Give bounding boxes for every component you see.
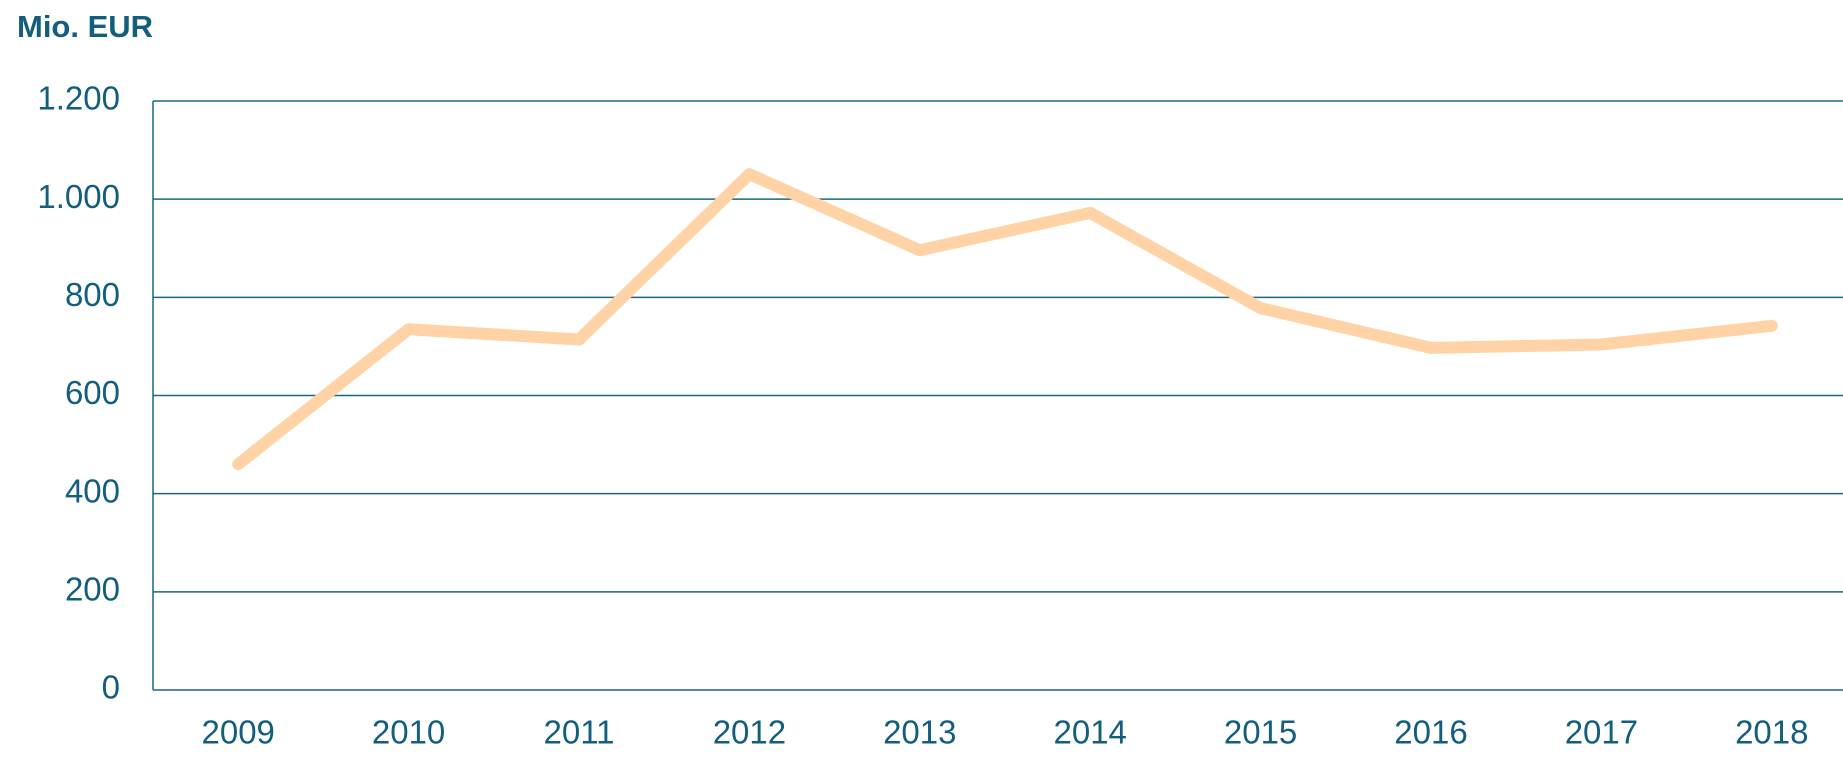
x-tick-label: 2014	[1053, 714, 1126, 751]
y-tick-label: 0	[102, 669, 120, 706]
line-series	[232, 168, 1778, 471]
y-tick-label: 1.200	[37, 80, 120, 117]
x-tick-label: 2011	[544, 714, 615, 751]
x-tick-label: 2017	[1565, 714, 1638, 751]
y-tick-label: 600	[65, 374, 120, 411]
x-tick-label: 2013	[883, 714, 956, 751]
y-tick-label: 1.000	[37, 178, 120, 215]
x-tick-label: 2012	[713, 714, 786, 751]
y-tick-label: 400	[65, 472, 120, 509]
x-tick-label: 2009	[201, 714, 274, 751]
y-tick-label: 800	[65, 276, 120, 313]
x-tick-label: 2015	[1224, 714, 1297, 751]
x-tick-label: 2018	[1735, 714, 1808, 751]
x-tick-label: 2016	[1394, 714, 1467, 751]
y-tick-label: 200	[65, 571, 120, 608]
x-tick-label: 2010	[372, 714, 445, 751]
chart-title: Mio. EUR	[17, 9, 153, 44]
